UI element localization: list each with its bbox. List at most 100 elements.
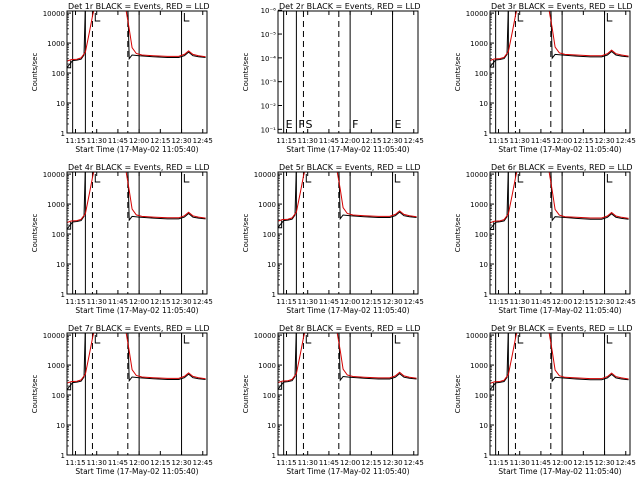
events-step [278,382,283,390]
x-tick-label: 11:15 [65,137,85,145]
x-tick-label: 11:45 [108,459,128,467]
x-tick-label: 12:15 [361,137,381,145]
plot-frame [66,171,208,295]
x-tick-label: 11:45 [531,298,551,306]
x-tick-label: 11:15 [276,137,296,145]
x-tick-label: 11:15 [65,459,85,467]
plot-frame [277,10,419,134]
panel-title: Det 8r BLACK = Events, RED = LLD [279,324,421,333]
phase-letter: E [286,118,293,131]
series-events-line [278,333,417,390]
y-tick-label: 100 [475,70,488,78]
x-tick-label: 11:30 [298,137,318,145]
series-lld-line [490,172,629,224]
x-tick-label: 12:45 [616,459,636,467]
y-axis-label: Counts/sec [454,375,462,414]
x-tick-label: 11:30 [510,137,530,145]
x-tick-label: 12:30 [594,298,614,306]
top-bracket-mark [94,335,101,344]
x-tick-label: 11:15 [488,298,508,306]
x-tick-label: 11:45 [531,137,551,145]
top-bracket-mark [183,335,190,344]
panel-title: Det 2r BLACK = Events, RED = LLD [279,2,421,11]
y-tick-label: 10 [267,422,276,430]
phase-letter: F [298,118,304,131]
plot-frame [489,10,631,134]
x-tick-label: 11:30 [87,459,107,467]
x-tick-label: 12:00 [340,137,360,145]
panel-det-6: Det 6r BLACK = Events, RED = LLD 1 10 100 10… [454,163,636,315]
x-tick-label: 12:45 [193,298,213,306]
y-tick-label: 10⁻² [261,103,277,111]
y-tick-label: 100 [52,231,65,239]
panel-det-4: Det 4r BLACK = Events, RED = LLD 1 10 100 10… [31,163,213,315]
x-tick-label: 11:45 [108,298,128,306]
x-tick-label: 12:30 [594,137,614,145]
x-axis-label: Start Time (17-May-02 11:05:40) [498,306,621,315]
series-lld-line [490,11,629,61]
x-tick-label: 11:45 [319,137,339,145]
y-tick-label: 100 [475,392,488,400]
x-tick-label: 12:30 [382,298,402,306]
x-axis-label: Start Time (17-May-02 11:05:40) [75,145,198,154]
top-bracket-mark [606,13,613,22]
y-tick-label: 10000 [254,332,276,340]
top-bracket-mark [517,13,524,22]
x-tick-label: 11:45 [108,137,128,145]
panel-det-5: Det 5r BLACK = Events, RED = LLD 1 10 100 10… [242,163,424,315]
y-tick-label: 10000 [466,332,488,340]
series-lld-line [67,333,206,384]
x-tick-label: 11:15 [276,459,296,467]
y-tick-label: 10⁻⁵ [261,31,277,39]
y-axis-label: Counts/sec [242,375,250,414]
x-tick-label: 12:30 [171,298,191,306]
phase-letter: F [352,118,358,131]
x-tick-label: 12:45 [404,459,424,467]
x-axis-label: Start Time (17-May-02 11:05:40) [498,467,621,476]
y-tick-label: 1 [484,452,488,460]
x-tick-label: 11:15 [488,137,508,145]
x-tick-label: 12:00 [552,459,572,467]
x-tick-label: 12:30 [594,459,614,467]
x-tick-label: 12:00 [129,137,149,145]
y-tick-label: 1000 [47,201,65,209]
y-tick-label: 10 [267,261,276,269]
x-tick-label: 12:15 [361,298,381,306]
x-tick-label: 12:15 [573,298,593,306]
x-axis-label: Start Time (17-May-02 11:05:40) [286,467,409,476]
series-lld-line [278,333,417,384]
y-tick-label: 10 [56,100,65,108]
x-tick-label: 12:30 [171,459,191,467]
panel-title: Det 5r BLACK = Events, RED = LLD [279,163,421,172]
y-axis-label: Counts/sec [454,214,462,253]
phase-letter: S [305,118,312,131]
y-axis-label: Counts/sec [454,53,462,92]
events-step [278,220,283,229]
y-axis-label: Counts/sec [31,53,39,92]
x-tick-label: 12:15 [361,459,381,467]
y-tick-label: 100 [263,392,276,400]
panel-det-7: Det 7r BLACK = Events, RED = LLD 1 10 100 10… [31,324,213,476]
x-tick-label: 12:00 [340,459,360,467]
plot-frame [66,332,208,456]
top-bracket-mark [305,174,312,183]
events-step [67,222,72,230]
series-lld-line [67,172,206,223]
y-tick-label: 1 [61,291,65,299]
x-tick-label: 12:45 [404,298,424,306]
series-events-line [490,333,629,391]
events-step [490,59,495,68]
top-bracket-mark [94,174,101,183]
x-tick-label: 12:30 [382,137,402,145]
y-tick-label: 10000 [466,171,488,179]
x-tick-label: 12:45 [616,298,636,306]
series-lld-line [67,11,206,62]
x-tick-label: 11:45 [319,459,339,467]
x-tick-label: 11:30 [298,298,318,306]
y-tick-label: 10000 [43,332,65,340]
y-tick-label: 10000 [43,171,65,179]
y-tick-label: 1000 [470,40,488,48]
y-axis-label: Counts/sec [242,214,250,253]
y-tick-label: 100 [475,231,488,239]
series-events-line [67,172,206,230]
